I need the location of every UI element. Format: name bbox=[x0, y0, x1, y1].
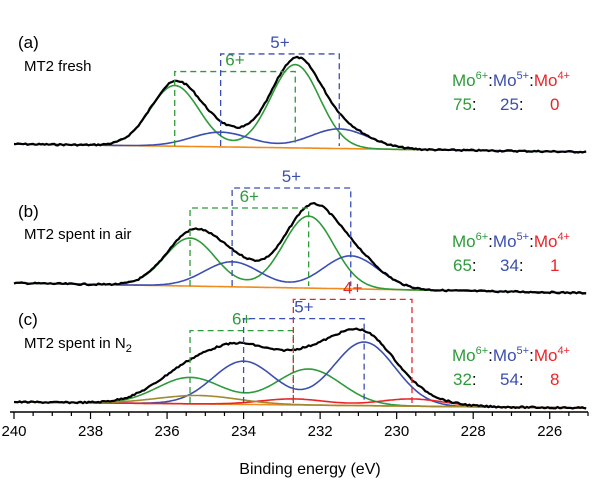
bracket-label-5plus-c: 5+ bbox=[294, 298, 313, 317]
panel-label-c: (c) bbox=[18, 310, 38, 329]
panel-label-a: (a) bbox=[18, 33, 39, 52]
panel-label-b: (b) bbox=[18, 202, 39, 221]
ratio-value-mo4-b: 1 bbox=[550, 256, 559, 275]
bracket-5plus-a bbox=[219, 53, 340, 146]
sample-name-c: MT2 spent in N2 bbox=[24, 335, 132, 355]
bracket-label-5plus-b: 5+ bbox=[282, 167, 301, 186]
x-tick-label: 238 bbox=[78, 423, 103, 440]
panel-c: 6+ 5+ 4+ (c) MT2 spent in N2 Mo6+:Mo5+:Mo4+ 32… bbox=[13, 278, 587, 410]
bracket-label-6plus-b: 6+ bbox=[240, 187, 259, 206]
envelope-c bbox=[13, 327, 587, 410]
bracket-label-5plus-a: 5+ bbox=[270, 33, 289, 52]
ratio-value-mo5-c: 54: bbox=[500, 370, 524, 389]
bracket-label-4plus-c: 4+ bbox=[343, 278, 362, 297]
ratio-value-mo5-b: 34: bbox=[500, 256, 524, 275]
ratio-value-mo6-a: 75: bbox=[453, 95, 477, 114]
bracket-6plus-a bbox=[174, 70, 296, 146]
bracket-5plus-c bbox=[242, 317, 365, 403]
ratio-header-a: Mo6+:Mo5+:Mo4+ bbox=[452, 70, 570, 90]
ratio-header-c: Mo6+:Mo5+:Mo4+ bbox=[452, 345, 570, 365]
ratio-value-mo4-a: 0 bbox=[550, 95, 559, 114]
bracket-label-6plus-a: 6+ bbox=[225, 51, 244, 70]
sample-name-a: MT2 fresh bbox=[24, 58, 92, 75]
x-tick-label: 228 bbox=[461, 423, 486, 440]
ratio-header-b: Mo6+:Mo5+:Mo4+ bbox=[452, 231, 570, 251]
x-tick-label: 226 bbox=[537, 423, 562, 440]
bracket-4plus-c bbox=[292, 298, 413, 403]
bracket-6plus-b bbox=[189, 207, 310, 286]
bracket-6plus-c bbox=[189, 329, 294, 403]
x-tick-label: 240 bbox=[1, 423, 26, 440]
x-tick-label: 236 bbox=[155, 423, 180, 440]
x-tick-label: 230 bbox=[384, 423, 409, 440]
plot-area: 6+ 5+ (a) MT2 fresh Mo6+:Mo5+:Mo4+ 75: 25: 0 6+ 5… bbox=[13, 33, 587, 410]
x-axis: 240 238 236 234 232 230 228 226 bbox=[1, 411, 589, 440]
bracket-label-6plus-c: 6+ bbox=[232, 310, 251, 329]
sample-name-b: MT2 spent in air bbox=[24, 226, 132, 243]
ratio-value-mo6-b: 65: bbox=[453, 256, 477, 275]
ratio-value-mo6-c: 32: bbox=[453, 370, 477, 389]
panel-b: 6+ 5+ (b) MT2 spent in air Mo6+:Mo5+:Mo4+ 65:… bbox=[13, 167, 587, 295]
bracket-5plus-b bbox=[231, 187, 352, 286]
x-tick-label: 232 bbox=[308, 423, 333, 440]
ratio-value-mo5-a: 25: bbox=[500, 95, 524, 114]
envelope-a bbox=[13, 55, 587, 154]
x-axis-label: Binding energy (eV) bbox=[239, 461, 380, 478]
panel-a: 6+ 5+ (a) MT2 fresh Mo6+:Mo5+:Mo4+ 75: 25: 0 bbox=[13, 33, 587, 154]
envelope-b bbox=[13, 202, 587, 295]
x-tick-label: 234 bbox=[231, 423, 256, 440]
ratio-value-mo4-c: 8 bbox=[550, 370, 559, 389]
